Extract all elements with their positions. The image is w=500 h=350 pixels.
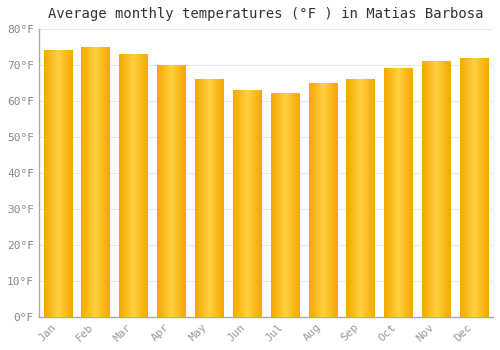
Title: Average monthly temperatures (°F ) in Matias Barbosa: Average monthly temperatures (°F ) in Ma… <box>48 7 484 21</box>
